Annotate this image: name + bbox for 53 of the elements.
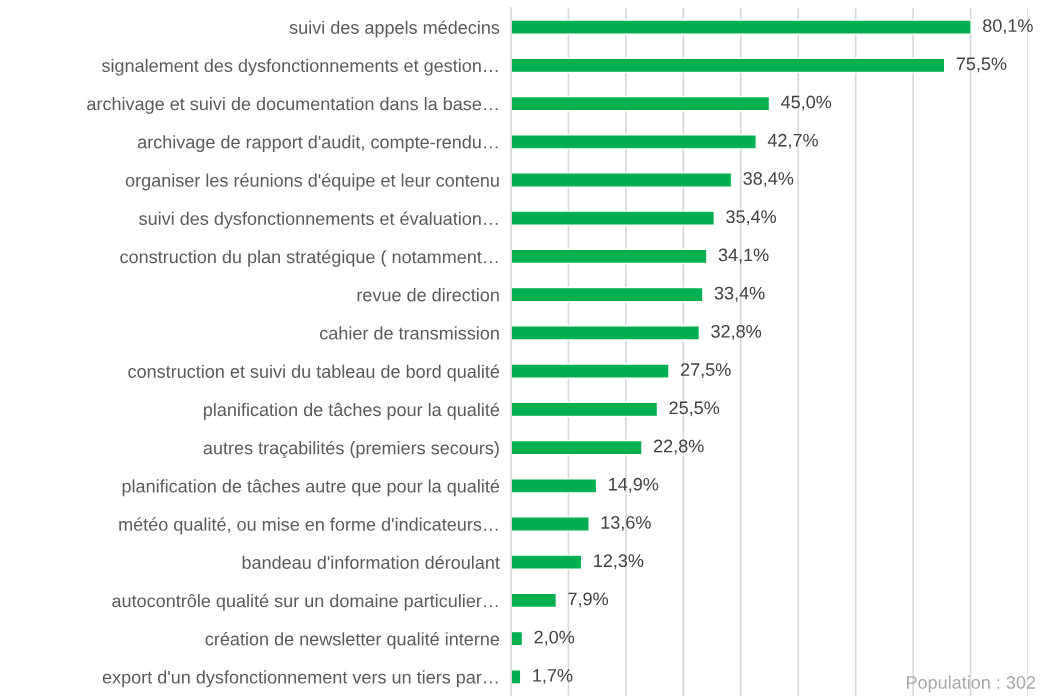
data-label: 38,4% xyxy=(743,172,794,187)
bar xyxy=(511,478,598,494)
annotation: Population : 302 xyxy=(906,675,1036,693)
y-tick-label: construction et suivi du tableau de bord qualité xyxy=(128,364,500,382)
data-label: 2,0% xyxy=(534,630,575,646)
y-tick-label: création de newsletter qualité interne xyxy=(205,632,500,650)
bar xyxy=(511,134,757,150)
data-label: 25,5% xyxy=(669,401,720,417)
bar xyxy=(511,57,946,74)
y-tick-label: autocontrôle qualité sur un domaine particulier… xyxy=(112,593,498,611)
y-tick-label: planification de tâches autre que pour la qualité xyxy=(122,479,500,497)
bar xyxy=(511,210,716,226)
bar xyxy=(511,172,733,188)
data-label: 22,8% xyxy=(653,439,704,455)
data-label: 13,6% xyxy=(601,516,651,531)
y-tick-label: cahier de transmission xyxy=(320,326,499,340)
y-tick-label: suivi des appels médecins xyxy=(289,20,500,38)
data-label: 34,1% xyxy=(718,248,769,264)
bar xyxy=(511,401,659,418)
bar xyxy=(511,95,771,112)
data-label: 12,3% xyxy=(594,554,644,570)
data-label: 80,1% xyxy=(983,19,1033,35)
y-tick-label: météo qualité, ou mise en forme d'indicateurs… xyxy=(119,517,498,535)
bar xyxy=(511,248,708,265)
y-tick-label: signalement des dysfonctionnements et gestion… xyxy=(101,58,498,76)
y-tick-label: archivage et suivi de documentation dans la base… xyxy=(87,97,498,114)
y-tick-label: organiser les réunions d'équipe et leur contenu xyxy=(125,173,499,191)
bar xyxy=(511,286,704,303)
bar xyxy=(511,19,972,35)
bar xyxy=(511,363,670,379)
y-tick-label: export d'un dysfonctionnement vers un tiers par… xyxy=(102,670,498,688)
y-tick-label: planification de tâches pour la qualité xyxy=(203,402,500,420)
data-label: 42,7% xyxy=(767,133,818,149)
bar xyxy=(511,325,701,341)
bar xyxy=(511,554,583,570)
data-label: 75,5% xyxy=(956,57,1007,73)
data-label: 32,8% xyxy=(711,324,762,340)
y-tick-label: archivage de rapport d'audit, compte-rendu… xyxy=(137,135,498,153)
data-label: 27,5% xyxy=(680,363,731,379)
data-label: 14,9% xyxy=(609,477,659,493)
y-tick-label: suivi des dysfonctionnements et évaluation… xyxy=(139,211,498,229)
y-tick-label: revue de direction xyxy=(357,288,499,302)
data-label: 1,7% xyxy=(533,669,573,684)
y-tick-label: bandeau d'information déroulant xyxy=(242,555,500,569)
y-tick-label: construction du plan stratégique ( notamment… xyxy=(120,249,498,267)
data-label: 45,0% xyxy=(781,95,832,111)
data-label: 35,4% xyxy=(726,210,777,226)
data-label: 33,4% xyxy=(714,286,765,302)
y-tick-label: autres traçabilités (premiers secours) xyxy=(203,440,499,459)
data-label: 7,9% xyxy=(568,592,608,608)
bar xyxy=(511,592,558,609)
bar xyxy=(511,439,643,456)
bar xyxy=(511,516,590,532)
